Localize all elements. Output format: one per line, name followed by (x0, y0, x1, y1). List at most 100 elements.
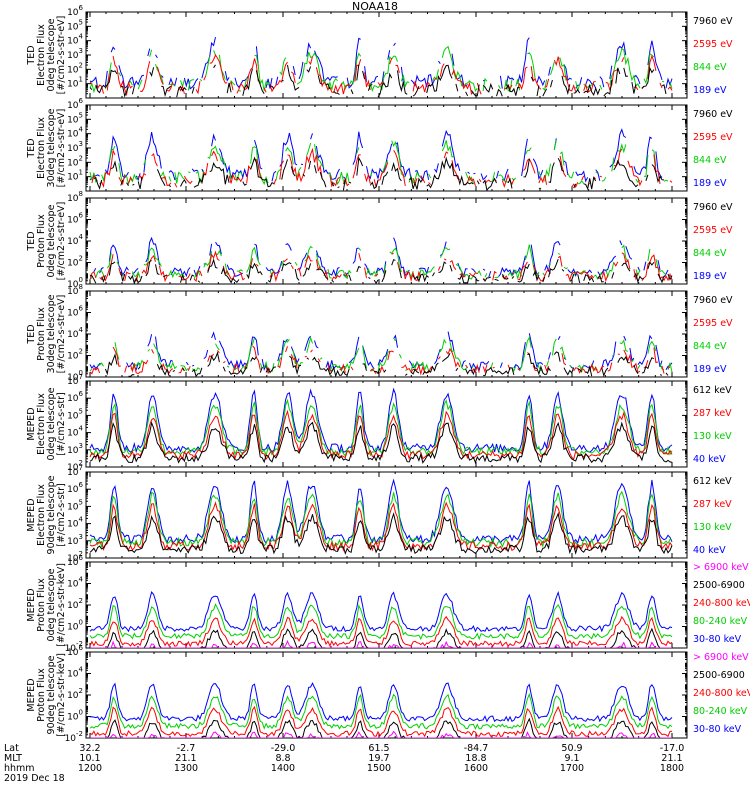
legend-entry: > 6900 keV (693, 652, 749, 663)
y-axis-label: TED (26, 45, 37, 65)
legend-entry: 189 eV (693, 271, 727, 282)
x-tick-label: -17.0 (660, 743, 685, 754)
legend-entry: 2595 eV (693, 39, 733, 50)
y-tick-label: 102 (67, 687, 83, 701)
legend-entry: 844 eV (693, 248, 727, 259)
y-tick-label: 105 (67, 111, 83, 125)
series-red (89, 615, 673, 648)
y-axis-label: TED (26, 324, 37, 344)
series-green (89, 398, 673, 458)
series-black (89, 258, 673, 284)
y-tick-label: 102 (67, 597, 83, 611)
legend-entry: 844 eV (693, 62, 727, 73)
x-tick-label: 1800 (660, 763, 684, 774)
series-blue (90, 130, 670, 182)
series-black (89, 511, 673, 555)
y-tick-label: 103 (67, 47, 83, 61)
y-axis-label: [#/cm2-s-str-keV] (56, 563, 67, 647)
series-red (89, 53, 673, 97)
x-row-label: Lat (4, 743, 19, 754)
legend-entry: 80-240 keV (693, 616, 748, 627)
y-axis-label: [#/cm2-s-str] (56, 392, 67, 455)
y-axis-label: MEPED (26, 588, 37, 621)
legend-entry: 844 eV (693, 155, 727, 166)
x-tick-label: -29.0 (271, 743, 296, 754)
date-label: 2019 Dec 18 (4, 773, 65, 784)
y-tick-label: 105 (67, 18, 83, 32)
series-blue (89, 478, 673, 545)
legend-entry: 2595 eV (693, 318, 733, 329)
y-axis-label: 30deg telescope (46, 108, 57, 187)
y-axis-label: 0deg telescope (46, 568, 57, 641)
y-tick-label: 100 (67, 709, 83, 723)
legend-entry: 2500-6900 (693, 580, 745, 591)
x-tick-label: 21.1 (661, 753, 682, 764)
y-tick-label: 103 (67, 140, 83, 154)
legend-entry: > 6900 keV (693, 562, 749, 573)
y-tick-label: 102 (67, 348, 83, 362)
y-tick-label: 104 (67, 516, 83, 530)
series-green (89, 603, 673, 641)
legend-entry: 130 keV (693, 522, 732, 533)
legend-entry: 30-80 keV (693, 724, 742, 735)
series-green (89, 336, 673, 374)
y-tick-label: 104 (67, 233, 83, 247)
legend-entry: 240-800 keV (693, 598, 750, 609)
y-tick-label: 102 (67, 255, 83, 269)
y-axis-label: MEPED (26, 498, 37, 531)
x-tick-label: 1200 (78, 763, 102, 774)
series-green (89, 490, 673, 549)
y-tick-label: 100 (67, 619, 83, 633)
y-axis-label: MEPED (26, 678, 37, 711)
panel-frame (85, 290, 688, 378)
legend-entry: 189 eV (693, 364, 727, 375)
y-axis-label: 0deg telescope (46, 204, 57, 277)
x-tick-label: -2.7 (177, 743, 196, 754)
data-traces (89, 590, 673, 648)
y-axis-label: Electron Flux (36, 484, 47, 546)
series-blue (93, 236, 669, 278)
data-traces (89, 478, 673, 555)
legend-entry: 40 keV (693, 454, 726, 465)
y-axis-label: TED (26, 231, 37, 251)
y-tick-label: 106 (67, 212, 83, 226)
x-tick-label: 19.7 (368, 753, 389, 764)
y-axis-label: Proton Flux (36, 578, 47, 632)
y-axis-label: TED (26, 138, 37, 158)
legend-entry: 189 eV (693, 85, 727, 96)
y-axis-label: 0deg telescope (46, 387, 57, 460)
legend-entry: 7960 eV (693, 295, 733, 306)
y-tick-label: 104 (67, 126, 83, 140)
legend-entry: 844 eV (693, 341, 727, 352)
y-axis-label: 90deg telescope (46, 655, 57, 734)
y-axis-label: Proton Flux (36, 668, 47, 722)
y-axis-label: 0deg telescope (46, 18, 57, 91)
x-tick-label: 21.1 (175, 753, 196, 764)
x-tick-label: -84.7 (464, 743, 489, 754)
y-axis-label: Proton Flux (36, 214, 47, 268)
x-tick-label: 1600 (464, 763, 488, 774)
y-tick-label: 104 (67, 33, 83, 47)
x-row-label: hhmm (4, 763, 35, 774)
series-red (89, 705, 672, 738)
series-green (89, 244, 672, 280)
panel-frame (85, 197, 688, 285)
y-axis-label: 30deg telescope (46, 294, 57, 373)
y-axis-label: [#/cm2-s-str-eV] (56, 109, 67, 188)
y-axis-label: MEPED (26, 407, 37, 440)
data-traces (89, 387, 673, 464)
series-green (89, 692, 673, 731)
legend-entry: 2500-6900 (693, 670, 745, 681)
legend-entry: 40 keV (693, 545, 726, 556)
series-blue (89, 387, 673, 454)
legend-entry: 189 eV (693, 178, 727, 189)
y-tick-label: 106 (67, 305, 83, 319)
x-tick-label: 8.8 (275, 753, 290, 764)
legend-entry: 30-80 keV (693, 634, 742, 645)
y-axis-label: Proton Flux (36, 307, 47, 361)
